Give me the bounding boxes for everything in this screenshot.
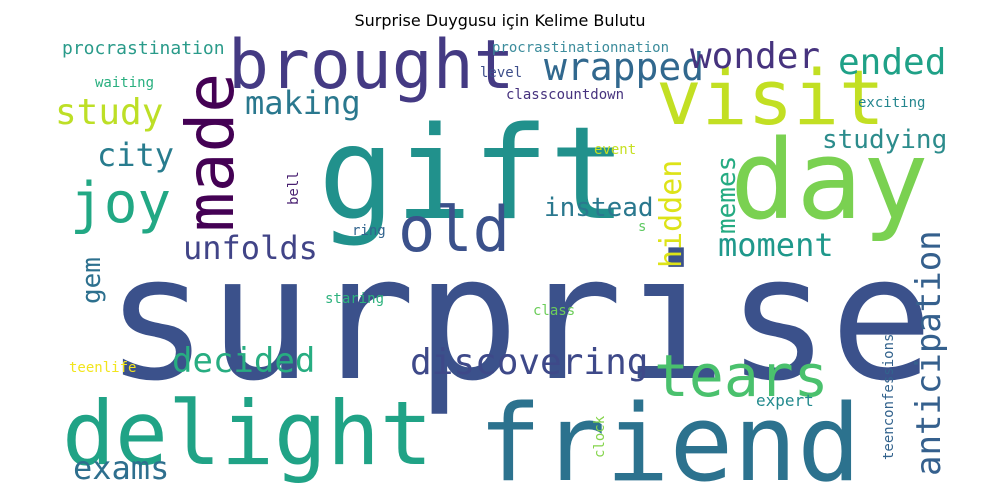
word-ring: ring [352, 223, 386, 239]
word-gem: gem [77, 257, 107, 304]
word-studying: studying [822, 125, 947, 155]
word-city: city [97, 136, 174, 174]
word-friend: friend [478, 382, 861, 500]
word-gift: gift [318, 100, 626, 249]
word-making: making [245, 84, 361, 122]
word-teenconfessions: teenconfessions [881, 334, 897, 460]
word-s: s [638, 219, 646, 235]
word-study: study [55, 92, 163, 133]
word-anticipation: anticipation [909, 230, 949, 476]
word-delight: delight [62, 382, 433, 485]
word-day: day [730, 116, 929, 244]
word-ended: ended [838, 42, 946, 83]
word-class: class [533, 303, 575, 319]
word-surprise: surprise [105, 218, 933, 419]
word-staring: staring [325, 291, 384, 307]
word-level: level [480, 65, 522, 81]
word-classcountdown: classcountdown [506, 87, 624, 103]
word-joy: joy [70, 171, 171, 236]
word-clock: clock [592, 415, 608, 458]
word-procrastination: procrastination [62, 38, 225, 59]
word-decided: decided [172, 341, 315, 381]
word-hidden: hidden [654, 160, 689, 268]
word-moment: moment [718, 226, 834, 264]
word-exciting: exciting [858, 95, 925, 111]
word-tears: tears [654, 342, 829, 410]
word-exams: exams [73, 449, 169, 487]
word-event: event [594, 142, 636, 158]
word-bell: bell [286, 171, 302, 205]
word-teenlife: teenlife [69, 360, 136, 376]
word-procrastinationnation: procrastinationnation [492, 40, 669, 56]
word-instead: instead [544, 193, 654, 223]
word-waiting: waiting [95, 75, 154, 91]
word-unfolds: unfolds [183, 229, 318, 267]
word-expert: expert [756, 391, 814, 410]
word-memes: memes [712, 156, 742, 234]
word-discovering: discovering [410, 342, 648, 383]
word-brought: brought [228, 26, 515, 105]
word-old: old [398, 193, 510, 266]
word-made: made [172, 73, 249, 232]
chart-title: Surprise Duygusu için Kelime Bulutu [354, 11, 646, 30]
word-wrapped: wrapped [544, 45, 704, 89]
word-wonder: wonder [690, 36, 820, 77]
word-visit: visit [656, 53, 885, 142]
